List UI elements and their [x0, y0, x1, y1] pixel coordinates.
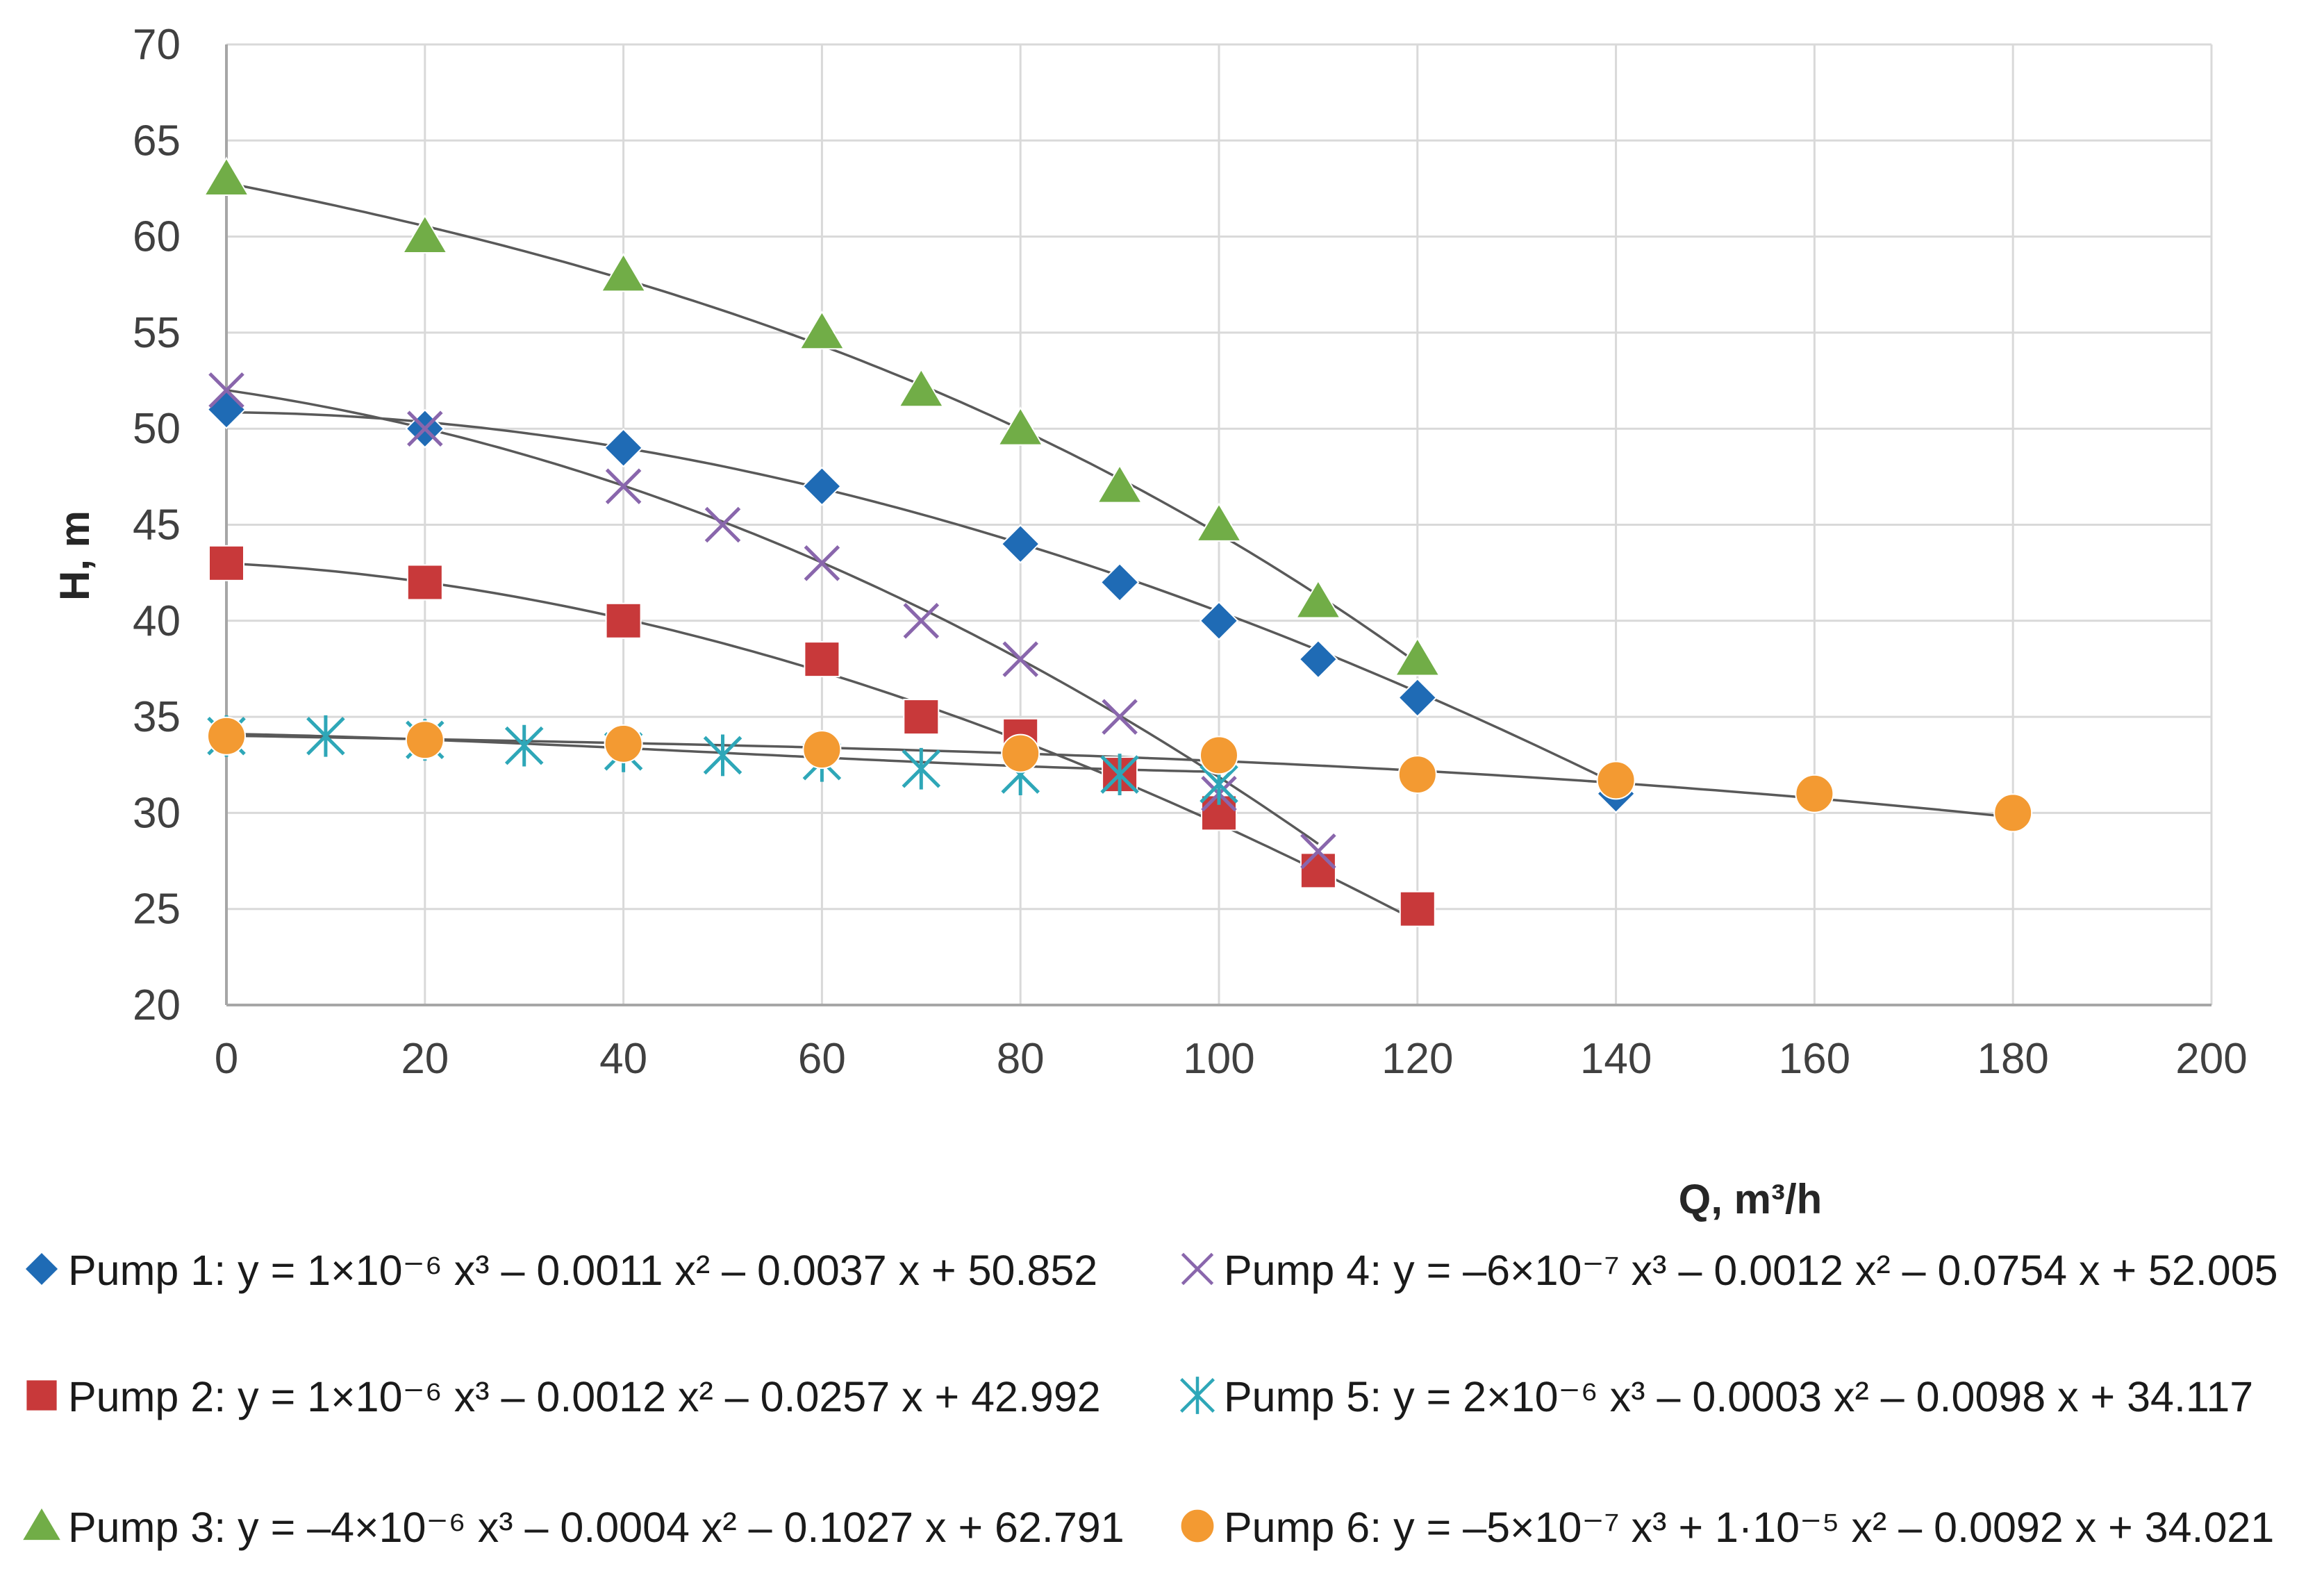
- data-point-pump-2: [1300, 852, 1336, 889]
- data-point-pump-4: [804, 545, 840, 581]
- data-point-pump-3: [1195, 502, 1243, 542]
- y-tick-label: 45: [133, 501, 181, 549]
- data-point-pump-3: [1394, 637, 1441, 676]
- legend-label-pump-4: Pump 4: y = –6×10⁻⁷ x³ – 0.0012 x² – 0.0…: [1224, 1247, 2278, 1294]
- data-point-pump-6: [1200, 736, 1238, 775]
- x-tick-label: 20: [401, 1035, 449, 1083]
- y-tick-label: 30: [133, 789, 181, 837]
- data-point-pump-1: [1298, 639, 1338, 679]
- data-point-pump-2: [406, 564, 443, 601]
- data-point-pump-5: [306, 715, 345, 757]
- data-point-pump-1: [802, 466, 842, 506]
- data-point-pump-4: [1002, 641, 1038, 677]
- data-point-pump-2: [903, 699, 940, 736]
- data-point-pump-3: [997, 406, 1044, 446]
- legend-label-pump-1: Pump 1: y = 1×10⁻⁶ x³ – 0.0011 x² – 0.00…: [68, 1247, 1097, 1294]
- legend-label-pump-2: Pump 2: y = 1×10⁻⁶ x³ – 0.0012 x² – 0.02…: [68, 1373, 1101, 1420]
- legend-label-pump-3: Pump 3: y = –4×10⁻⁶ x³ – 0.0004 x² – 0.1…: [68, 1504, 1124, 1551]
- x-tick-label: 80: [997, 1035, 1045, 1083]
- y-tick-label: 70: [133, 21, 181, 69]
- data-point-pump-5: [1100, 754, 1139, 795]
- legend-marker-pump-4: [1181, 1252, 1214, 1286]
- data-point-pump-6: [405, 720, 445, 760]
- data-point-pump-3: [401, 214, 449, 254]
- y-tick-label: 20: [133, 981, 181, 1029]
- y-axis-title: H, m: [51, 510, 98, 601]
- data-point-pump-3: [898, 367, 945, 408]
- data-point-pump-6: [207, 716, 246, 756]
- data-markers: [203, 156, 2033, 927]
- x-axis-title: Q, m³/h: [1679, 1176, 1823, 1222]
- data-point-pump-3: [1096, 464, 1143, 504]
- legend-label-pump-6: Pump 6: y = –5×10⁻⁷ x³ + 1·10⁻⁵ x² – 0.0…: [1224, 1504, 2274, 1551]
- data-point-pump-3: [1295, 579, 1342, 619]
- data-point-pump-4: [1300, 833, 1336, 870]
- trendline-pump-4: [226, 388, 1319, 845]
- x-tick-label: 200: [2175, 1035, 2247, 1083]
- data-point-pump-2: [208, 545, 244, 581]
- data-point-pump-1: [1199, 601, 1239, 641]
- data-point-pump-1: [604, 428, 644, 468]
- data-point-pump-6: [604, 724, 643, 763]
- data-point-pump-2: [605, 602, 642, 639]
- data-point-pump-6: [802, 730, 842, 770]
- y-tick-label: 35: [133, 693, 181, 741]
- x-tick-label: 120: [1381, 1035, 1453, 1083]
- x-tick-label: 60: [798, 1035, 846, 1083]
- x-tick-label: 140: [1580, 1035, 1652, 1083]
- y-tick-label: 25: [133, 886, 181, 933]
- data-point-pump-1: [206, 390, 247, 429]
- trendline-pump-1: [226, 410, 1617, 785]
- data-point-pump-4: [208, 372, 244, 408]
- y-tick-label: 40: [133, 597, 181, 645]
- data-point-pump-1: [1000, 524, 1040, 564]
- data-point-pump-5: [902, 747, 941, 790]
- x-tick-label: 40: [599, 1035, 647, 1083]
- x-tick-label: 160: [1779, 1035, 1850, 1083]
- legend-marker-pump-5: [1180, 1377, 1215, 1414]
- data-point-pump-6: [1397, 755, 1437, 795]
- data-point-pump-1: [1099, 563, 1140, 602]
- y-tick-label: 55: [133, 309, 181, 357]
- y-tick-label: 50: [133, 405, 181, 453]
- data-point-pump-5: [703, 734, 742, 777]
- data-point-pump-3: [799, 310, 845, 350]
- x-tick-label: 100: [1183, 1035, 1254, 1083]
- data-point-pump-4: [605, 468, 642, 504]
- data-point-pump-3: [203, 156, 250, 197]
- legend-label-pump-5: Pump 5: y = 2×10⁻⁶ x³ – 0.0003 x² – 0.00…: [1224, 1373, 2253, 1420]
- data-point-pump-3: [600, 252, 647, 292]
- data-point-pump-6: [1795, 774, 1834, 813]
- x-tick-label: 180: [1977, 1035, 2048, 1083]
- data-point-pump-4: [704, 506, 741, 543]
- data-point-pump-1: [1397, 678, 1438, 717]
- data-point-pump-4: [407, 410, 443, 447]
- data-point-pump-6: [1993, 793, 2033, 833]
- data-point-pump-6: [1001, 733, 1040, 773]
- legend-marker-pump-1: [24, 1251, 60, 1287]
- data-point-pump-2: [804, 641, 840, 678]
- trendlines: [226, 181, 2014, 923]
- legend-marker-pump-6: [1179, 1508, 1215, 1544]
- legend-marker-pump-2: [25, 1379, 58, 1412]
- y-tick-label: 60: [133, 213, 181, 261]
- legend-marker-pump-3: [21, 1506, 63, 1541]
- legend: Pump 1: y = 1×10⁻⁶ x³ – 0.0011 x² – 0.00…: [21, 1247, 2278, 1551]
- data-point-pump-5: [504, 724, 544, 767]
- y-tick-label: 65: [133, 117, 181, 165]
- data-point-pump-4: [1102, 699, 1138, 735]
- data-point-pump-4: [903, 603, 940, 639]
- data-point-pump-6: [1596, 761, 1636, 800]
- data-point-pump-2: [1399, 890, 1436, 927]
- x-tick-label: 0: [215, 1035, 238, 1083]
- axes: 0 20 40 60 80 100 120 140 160 180 200 20 25 30 35 40 45 5…: [133, 21, 2248, 1083]
